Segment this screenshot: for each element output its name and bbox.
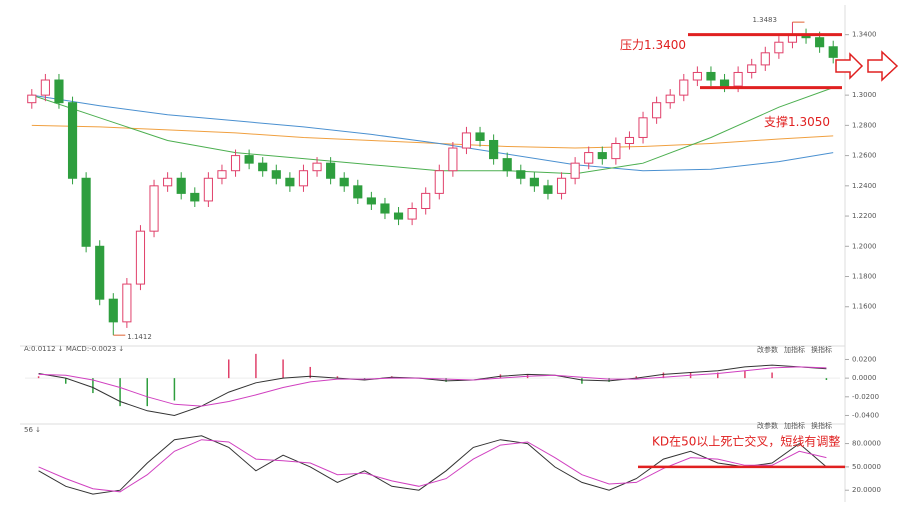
y-tick-label: 50.0000 [852, 463, 881, 471]
candle-body [40, 79, 50, 96]
candle-body [774, 41, 784, 54]
y-tick-label: 1.1600 [852, 303, 877, 311]
candle-body [489, 139, 499, 160]
candle-body [624, 136, 635, 145]
candle-body [190, 192, 200, 202]
candle-body [27, 94, 37, 104]
candle-body [815, 37, 825, 48]
toolbar-button[interactable]: 换指标 [811, 421, 832, 430]
toolbar-button[interactable]: 加指标 [784, 345, 805, 354]
candle-body [733, 71, 743, 87]
candle-body [407, 207, 417, 220]
y-tick-label: 1.2800 [852, 121, 877, 129]
line [38, 439, 827, 493]
candle-body [163, 177, 173, 187]
y-tick-label: 1.2600 [852, 152, 877, 160]
toolbar-button[interactable]: 加指标 [784, 421, 805, 430]
candle-body [230, 155, 241, 172]
toolbar-button[interactable]: 改参数 [757, 421, 778, 430]
candle-body [135, 230, 146, 285]
candle-body [149, 185, 159, 232]
line [38, 366, 827, 407]
indicator-label: 56 ↓ [24, 426, 41, 434]
candle-body [719, 79, 730, 87]
arrow [867, 50, 899, 82]
candle-body [339, 177, 349, 187]
candle-body [706, 71, 716, 81]
candle-body [380, 203, 390, 214]
candle-body [461, 132, 472, 149]
candle-body [176, 177, 186, 194]
annotation: 1.1412 [127, 333, 151, 341]
candle-body [692, 71, 702, 81]
candle-body [597, 152, 607, 160]
arrows [835, 50, 899, 82]
candle-body [665, 94, 675, 104]
candle-body [448, 147, 458, 172]
candle-body [298, 170, 309, 187]
line [38, 435, 827, 495]
candle-body [258, 162, 268, 172]
candle-body [652, 102, 662, 119]
candle-body [638, 117, 648, 138]
line [38, 364, 827, 417]
y-tick-label: 1.2200 [852, 212, 877, 220]
candle-body [271, 170, 281, 179]
indicator-label: A:0.0112 ↓ MACD:-0.0023 ↓ [24, 345, 124, 353]
y-tick-label: 1.3400 [852, 31, 877, 39]
y-tick-label: 0.0200 [852, 355, 877, 363]
candle-body [421, 192, 431, 209]
candle-body [529, 177, 539, 187]
y-tick-label: 1.2000 [852, 242, 877, 250]
candle-body [95, 245, 105, 300]
candle-body [108, 298, 118, 323]
candle-body [244, 155, 254, 164]
annotation: KD在50以上死亡交叉，短线有调整 [652, 434, 840, 449]
y-tick-label: -0.0400 [852, 411, 879, 419]
candle-body [203, 177, 213, 202]
toolbar-button[interactable]: 换指标 [811, 345, 832, 354]
candle-body [67, 102, 78, 179]
toolbar-button[interactable]: 改参数 [757, 345, 778, 354]
y-tick-label: 1.2400 [852, 182, 877, 190]
candle-body [611, 143, 621, 160]
candle-body [516, 170, 526, 179]
candle-body [584, 152, 594, 164]
candle-body [285, 177, 295, 187]
level-label: 压力1.3400 [620, 38, 686, 52]
candle-body [366, 197, 376, 205]
candle-body [393, 212, 404, 220]
candle-body [353, 185, 363, 199]
y-tick-label: 1.1800 [852, 273, 877, 281]
arrow [835, 52, 864, 80]
candle-body [475, 132, 485, 141]
candle-body [54, 79, 64, 104]
candle-body [502, 158, 512, 172]
candle-body [312, 162, 322, 172]
candle-body [122, 283, 132, 323]
candle-body [760, 52, 770, 66]
y-tick-label: 80.0000 [852, 440, 881, 448]
candle-body [81, 177, 91, 247]
y-tick-label: 0.0000 [852, 374, 877, 382]
candle-body [828, 46, 838, 58]
candle-body [434, 170, 444, 194]
candle-body [570, 162, 580, 179]
y-tick-label: 1.3000 [852, 91, 877, 99]
level-label: 支撑1.3050 [764, 114, 830, 129]
annotation: 1.3483 [752, 16, 777, 24]
candle-body [543, 185, 553, 194]
y-tick-label: -0.0200 [852, 393, 879, 401]
candle-body [679, 79, 689, 96]
candle-body [556, 177, 567, 194]
y-tick-label: 20.0000 [852, 486, 881, 494]
candle-body [326, 162, 336, 179]
candle-body [217, 170, 227, 179]
candle-body [747, 64, 757, 73]
line [31, 94, 834, 172]
